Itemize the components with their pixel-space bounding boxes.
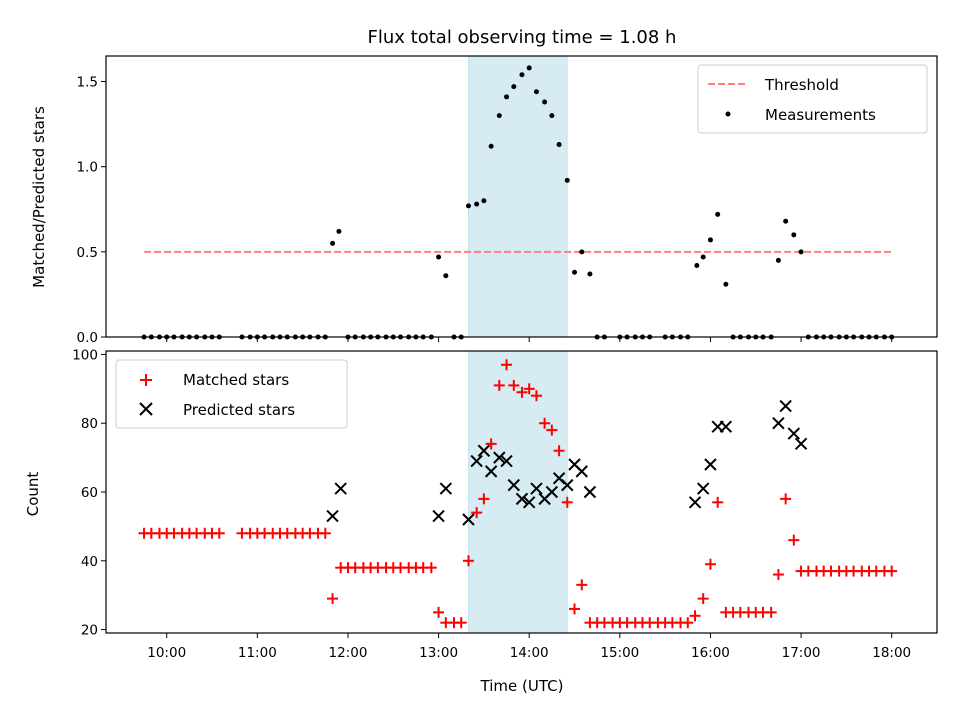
bottom-x-tick-label: 15:00	[600, 645, 639, 661]
matched-stars-point	[712, 497, 723, 508]
bottom-y-tick-label: 100	[72, 347, 98, 363]
matched-stars-point	[690, 610, 701, 621]
measurements-point	[443, 273, 448, 278]
bottom-legend: Matched stars Predicted stars	[116, 360, 347, 428]
measurements-point	[579, 249, 584, 254]
measurements-point	[436, 254, 441, 259]
top-y-tick-label: 0.5	[77, 245, 98, 261]
measurements-point	[715, 212, 720, 217]
measurements-point	[723, 282, 728, 287]
measurements-point	[497, 113, 502, 118]
measurements-point	[549, 113, 554, 118]
matched-stars-point	[886, 566, 897, 577]
top-legend: Threshold Measurements	[698, 65, 927, 133]
matched-stars-point	[780, 493, 791, 504]
measurements-point	[511, 84, 516, 89]
measurements-point	[791, 232, 796, 237]
matched-stars-point	[682, 617, 693, 628]
predicted-stars-point	[780, 401, 791, 412]
predicted-stars-point	[440, 483, 451, 494]
measurements-point	[527, 65, 532, 70]
bottom-x-tick-label: 13:00	[419, 645, 458, 661]
matched-stars-point	[766, 607, 777, 618]
figure: Flux total observing time = 1.08 h 0.0 0.…	[0, 0, 960, 720]
measurements-point	[799, 249, 804, 254]
x-axis-label: Time (UTC)	[480, 677, 564, 695]
measurements-point	[587, 271, 592, 276]
chart-title: Flux total observing time = 1.08 h	[368, 27, 677, 48]
matched-stars-point	[569, 603, 580, 614]
bottom-x-tick-label: 11:00	[238, 645, 277, 661]
measurements-point	[557, 142, 562, 147]
bottom-x-tick-label: 16:00	[691, 645, 730, 661]
measurements-point	[783, 219, 788, 224]
bottom-y-axis-label: Count	[24, 472, 42, 517]
measurements-point	[572, 270, 577, 275]
bottom-x-tick-label: 14:00	[510, 645, 549, 661]
matched-stars-point	[773, 569, 784, 580]
bottom-y-tick-label: 40	[81, 554, 98, 570]
bottom-x-tick-label: 10:00	[147, 645, 186, 661]
predicted-stars-point	[698, 483, 709, 494]
matched-stars-point	[433, 607, 444, 618]
matched-stars-point	[327, 593, 338, 604]
matched-stars-point	[788, 535, 799, 546]
measurements-point	[489, 144, 494, 149]
predicted-stars-point	[576, 466, 587, 477]
measurements-point	[776, 258, 781, 263]
measurements-point	[534, 89, 539, 94]
top-y-tick-label: 1.0	[77, 160, 98, 176]
predicted-stars-point	[335, 483, 346, 494]
bottom-y-tick-label: 80	[81, 416, 98, 432]
predicted-stars-point	[773, 418, 784, 429]
measurements-point	[474, 202, 479, 207]
predicted-stars-point	[690, 497, 701, 508]
matched-stars-point	[576, 579, 587, 590]
predicted-stars-point	[796, 438, 807, 449]
legend-threshold-label: Threshold	[764, 76, 839, 94]
predicted-stars-point	[705, 459, 716, 470]
measurements-point	[481, 198, 486, 203]
bottom-y-tick-label: 20	[81, 623, 98, 639]
top-y-tick-label: 0.0	[77, 330, 98, 346]
measurements-point	[504, 94, 509, 99]
bottom-x-tick-label: 18:00	[872, 645, 911, 661]
measurements-point	[336, 229, 341, 234]
bottom-x-tick-label: 12:00	[329, 645, 368, 661]
predicted-stars-point	[327, 511, 338, 522]
legend-measurements-swatch	[726, 112, 731, 117]
matched-stars-point	[705, 559, 716, 570]
matched-stars-point	[456, 617, 467, 628]
legend-matched-label: Matched stars	[183, 371, 289, 389]
measurements-point	[701, 254, 706, 259]
measurements-point	[519, 72, 524, 77]
top-y-tick-label: 1.5	[77, 75, 98, 91]
predicted-stars-point	[788, 428, 799, 439]
bottom-x-tick-label: 17:00	[782, 645, 821, 661]
top-highlight-span	[468, 56, 567, 337]
matched-stars-point	[698, 593, 709, 604]
measurements-point	[466, 203, 471, 208]
legend-measurements-label: Measurements	[765, 106, 876, 124]
matched-stars-point	[214, 528, 225, 539]
measurements-point	[542, 99, 547, 104]
matched-stars-point	[320, 528, 331, 539]
predicted-stars-point	[720, 421, 731, 432]
top-y-axis-label: Matched/Predicted stars	[30, 106, 48, 288]
predicted-stars-point	[584, 487, 595, 498]
matched-stars-point	[426, 562, 437, 573]
measurements-point	[330, 241, 335, 246]
measurements-point	[708, 237, 713, 242]
legend-predicted-label: Predicted stars	[183, 401, 295, 419]
bottom-y-tick-label: 60	[81, 485, 98, 501]
predicted-stars-point	[433, 511, 444, 522]
measurements-point	[565, 178, 570, 183]
measurements-point	[694, 263, 699, 268]
